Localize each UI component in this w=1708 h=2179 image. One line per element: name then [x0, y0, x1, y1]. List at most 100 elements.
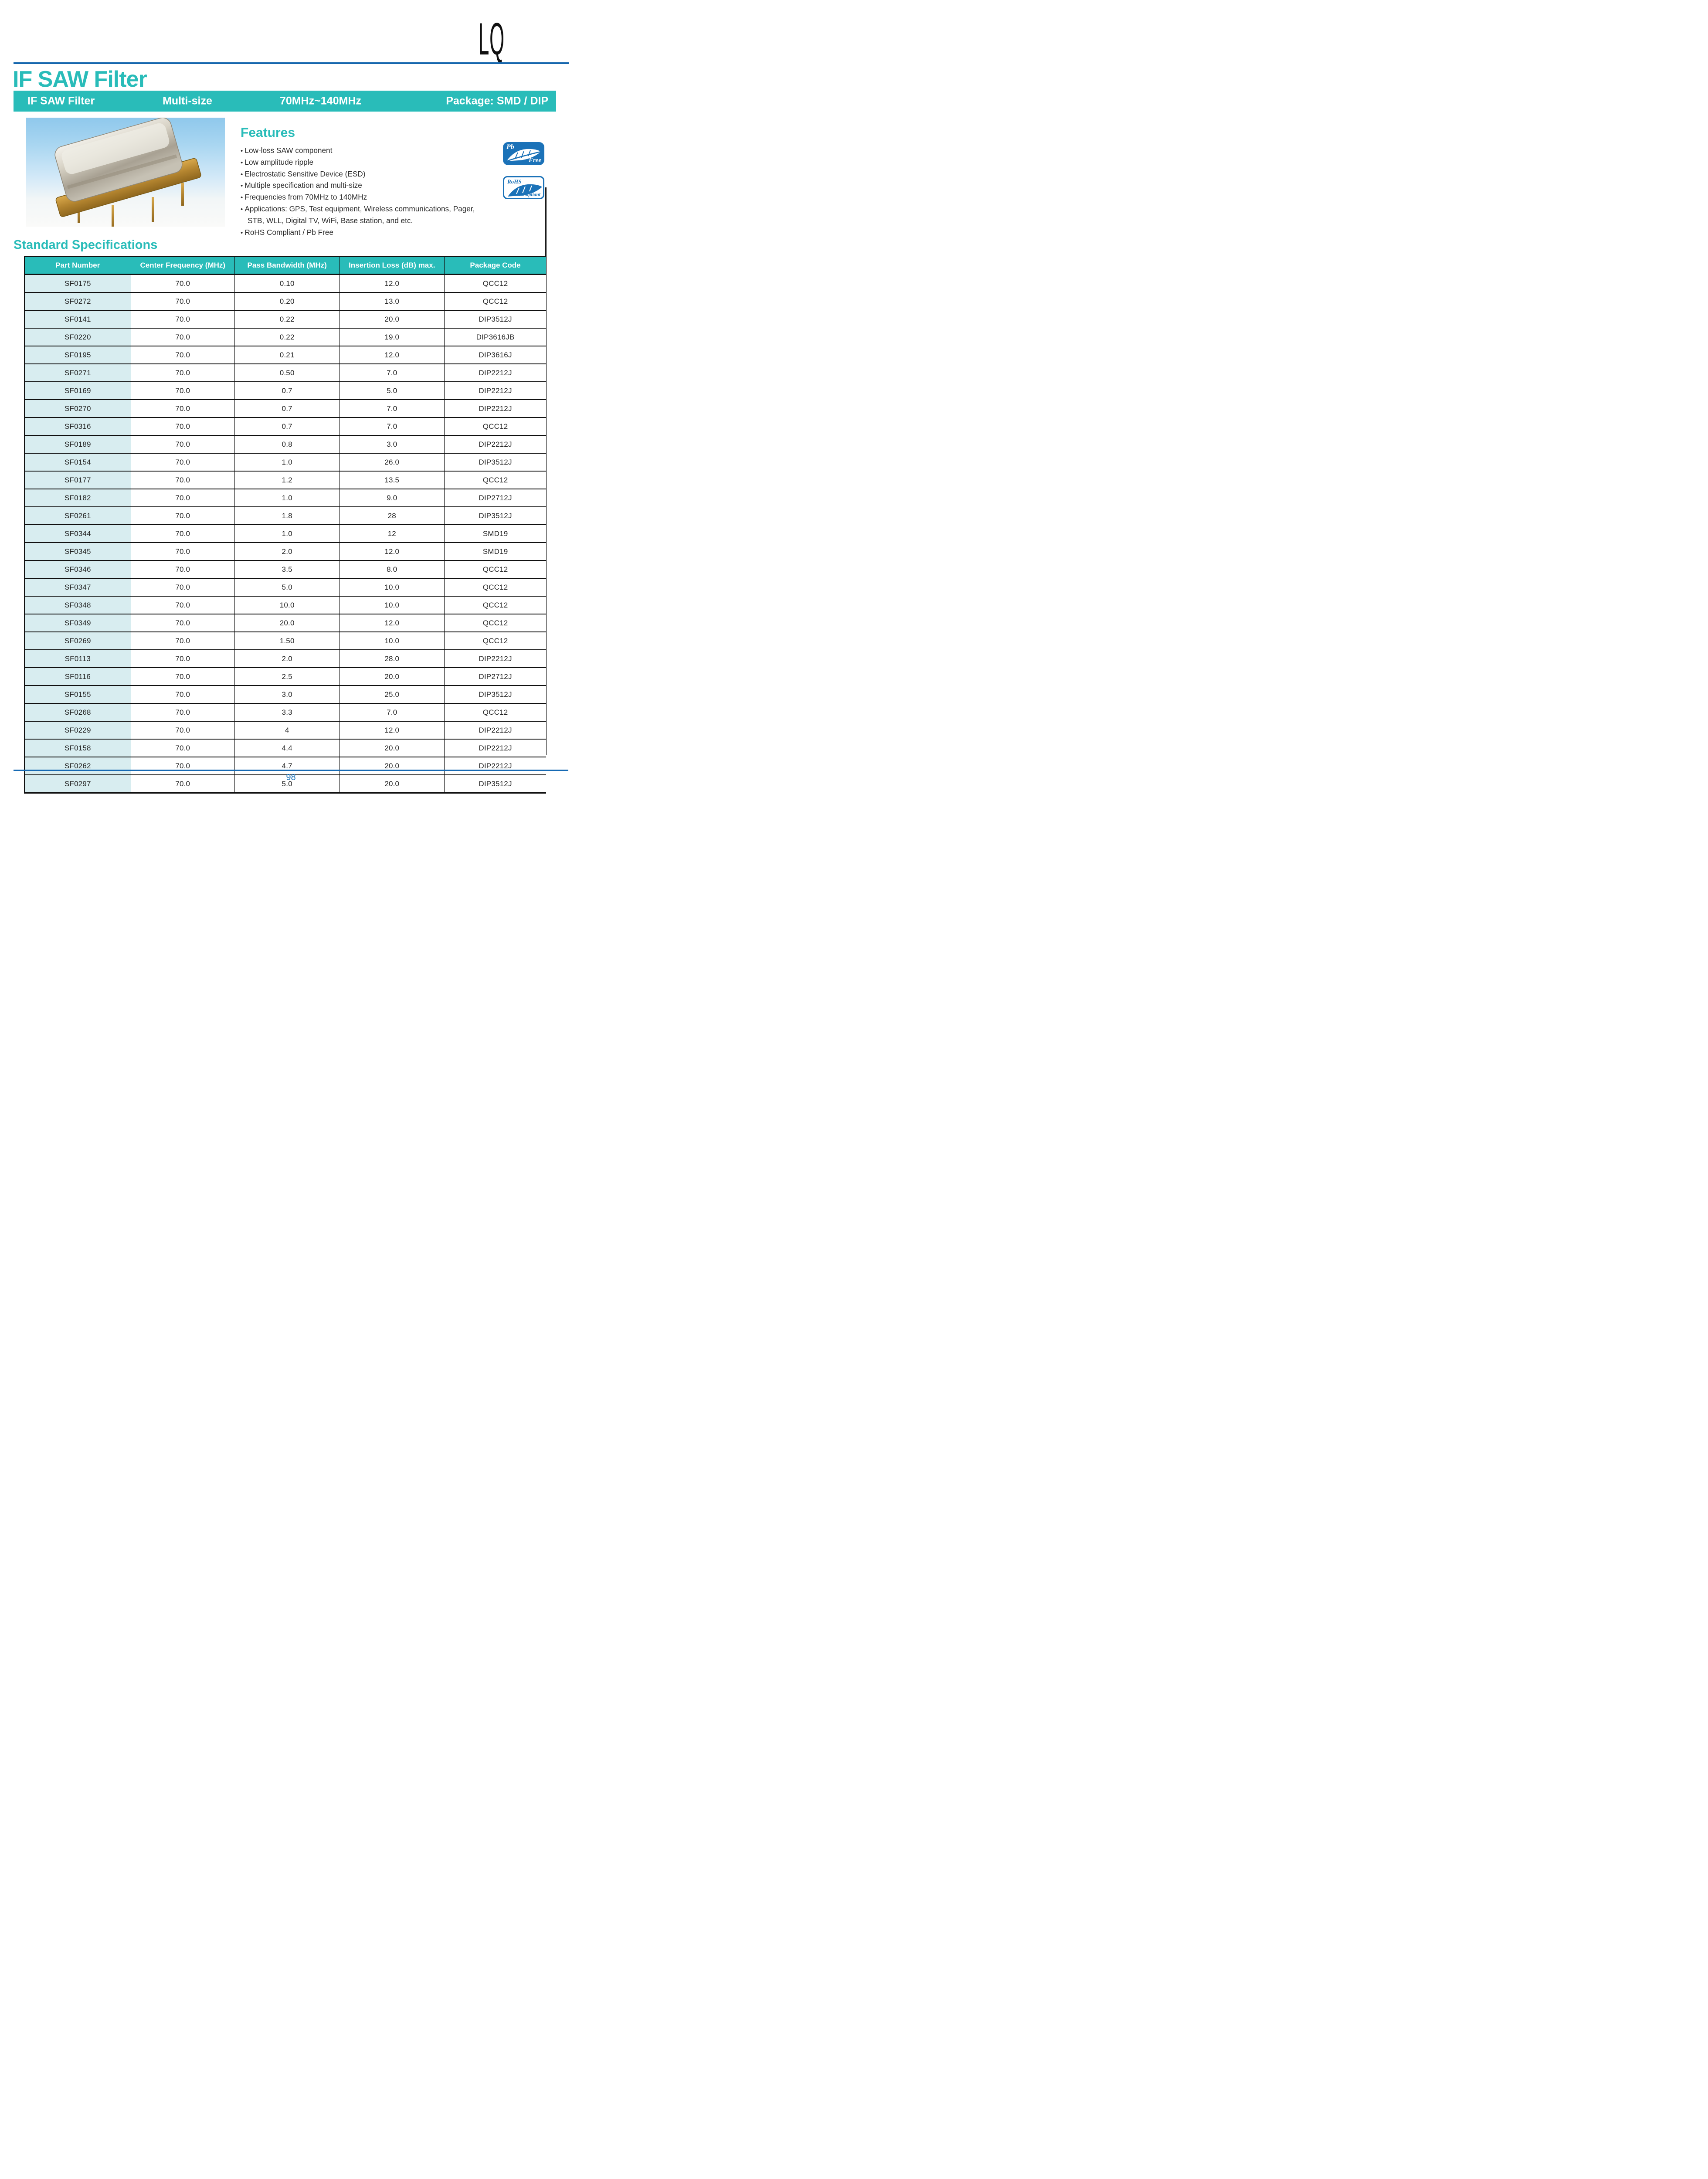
value-cell: DIP2212J: [444, 363, 546, 382]
table-row: SF0175 70.0 0.10 12.0 QCC12: [24, 274, 546, 292]
table-row: SF0344 70.0 1.0 12 SMD19: [24, 524, 546, 543]
value-cell: 20.0: [234, 614, 340, 632]
value-cell: QCC12: [444, 631, 546, 650]
value-cell: 3.0: [234, 685, 340, 703]
value-cell: 12.0: [339, 346, 445, 364]
banner-package: Package: SMD / DIP: [446, 95, 548, 107]
value-cell: 70.0: [130, 721, 235, 739]
value-cell: 0.21: [234, 346, 340, 364]
part-number-cell: SF0229: [24, 721, 131, 739]
feature-item: RoHS Compliant / Pb Free: [241, 227, 478, 238]
part-number-cell: SF0345: [24, 542, 131, 560]
value-cell: 0.50: [234, 363, 340, 382]
part-number-cell: SF0175: [24, 274, 131, 292]
table-row: SF0229 70.0 4 12.0 DIP2212J: [24, 721, 546, 739]
part-number-cell: SF0220: [24, 328, 131, 346]
table-row: SF0113 70.0 2.0 28.0 DIP2212J: [24, 649, 546, 668]
value-cell: 70.0: [130, 685, 235, 703]
value-cell: 10.0: [339, 578, 445, 596]
value-cell: 12.0: [339, 542, 445, 560]
part-number-cell: SF0155: [24, 685, 131, 703]
value-cell: 10.0: [234, 596, 340, 614]
value-cell: QCC12: [444, 274, 546, 292]
value-cell: 70.0: [130, 631, 235, 650]
value-cell: 70.0: [130, 346, 235, 364]
feature-item: Applications: GPS, Test equipment, Wirel…: [241, 203, 478, 227]
value-cell: 70.0: [130, 471, 235, 489]
feature-item: Multiple specification and multi-size: [241, 180, 478, 191]
column-header: Insertion Loss (dB) max.: [339, 256, 445, 275]
value-cell: 7.0: [339, 399, 445, 417]
value-cell: 7.0: [339, 703, 445, 721]
value-cell: 70.0: [130, 596, 235, 614]
value-cell: 5.0: [234, 578, 340, 596]
value-cell: 20.0: [339, 774, 445, 793]
saw-filter-component-illustration: [54, 118, 201, 227]
lq-logo: LQ: [479, 14, 505, 64]
table-row: SF0195 70.0 0.21 12.0 DIP3616J: [24, 346, 546, 364]
table-row: SF0262 70.0 4.7 20.0 DIP2212J: [24, 757, 546, 775]
table-row: SF0169 70.0 0.7 5.0 DIP2212J: [24, 381, 546, 400]
value-cell: 70.0: [130, 739, 235, 757]
value-cell: 20.0: [339, 757, 445, 775]
value-cell: DIP2212J: [444, 381, 546, 400]
product-banner: IF SAW Filter Multi-size 70MHz~140MHz Pa…: [14, 91, 556, 112]
table-row: SF0158 70.0 4.4 20.0 DIP2212J: [24, 739, 546, 757]
part-number-cell: SF0316: [24, 417, 131, 435]
value-cell: 25.0: [339, 685, 445, 703]
rohs-badge-bottom-label: Compliant: [519, 192, 540, 197]
value-cell: QCC12: [444, 578, 546, 596]
value-cell: 20.0: [339, 739, 445, 757]
value-cell: 4: [234, 721, 340, 739]
value-cell: 26.0: [339, 453, 445, 471]
value-cell: 0.22: [234, 328, 340, 346]
value-cell: DIP3512J: [444, 774, 546, 793]
value-cell: 9.0: [339, 489, 445, 507]
banner-product-name: IF SAW Filter: [27, 95, 95, 107]
value-cell: 70.0: [130, 757, 235, 775]
specs-heading: Standard Specifications: [14, 238, 158, 252]
pb-badge-top-label: Pb: [506, 143, 514, 151]
value-cell: 0.22: [234, 310, 340, 328]
value-cell: 20.0: [339, 310, 445, 328]
value-cell: 0.7: [234, 417, 340, 435]
part-number-cell: SF0272: [24, 292, 131, 310]
value-cell: 12.0: [339, 274, 445, 292]
column-header: Part Number: [24, 256, 131, 275]
value-cell: 70.0: [130, 542, 235, 560]
value-cell: 70.0: [130, 506, 235, 525]
table-row: SF0347 70.0 5.0 10.0 QCC12: [24, 578, 546, 596]
value-cell: DIP2212J: [444, 435, 546, 453]
part-number-cell: SF0271: [24, 363, 131, 382]
value-cell: DIP2212J: [444, 649, 546, 668]
table-row: SF0182 70.0 1.0 9.0 DIP2712J: [24, 489, 546, 507]
value-cell: 70.0: [130, 489, 235, 507]
banner-frequency-range: 70MHz~140MHz: [280, 95, 361, 107]
value-cell: DIP3616JB: [444, 328, 546, 346]
value-cell: 2.0: [234, 542, 340, 560]
features-section: Features Low-loss SAW componentLow ampli…: [241, 126, 478, 238]
table-body: SF0175 70.0 0.10 12.0 QCC12 SF0272 70.0 0.20 13.…: [24, 274, 546, 793]
value-cell: 70.0: [130, 399, 235, 417]
value-cell: 70.0: [130, 435, 235, 453]
value-cell: 70.0: [130, 774, 235, 793]
value-cell: 5.0: [234, 774, 340, 793]
value-cell: 0.7: [234, 381, 340, 400]
part-number-cell: SF0347: [24, 578, 131, 596]
part-number-cell: SF0268: [24, 703, 131, 721]
value-cell: 0.8: [234, 435, 340, 453]
value-cell: DIP2712J: [444, 489, 546, 507]
value-cell: 1.2: [234, 471, 340, 489]
value-cell: QCC12: [444, 703, 546, 721]
value-cell: 70.0: [130, 524, 235, 543]
features-heading: Features: [241, 126, 295, 140]
value-cell: 2.0: [234, 649, 340, 668]
value-cell: 70.0: [130, 363, 235, 382]
value-cell: 0.10: [234, 274, 340, 292]
value-cell: 12.0: [339, 721, 445, 739]
column-header: Pass Bandwidth (MHz): [234, 256, 340, 275]
table-row: SF0348 70.0 10.0 10.0 QCC12: [24, 596, 546, 614]
feature-item: Frequencies from 70MHz to 140MHz: [241, 191, 478, 203]
value-cell: DIP3512J: [444, 506, 546, 525]
part-number-cell: SF0297: [24, 774, 131, 793]
